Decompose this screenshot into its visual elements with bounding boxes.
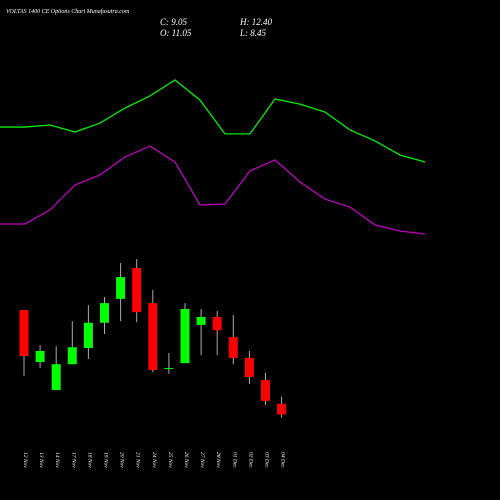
x-tick-label: 13 Nov	[38, 452, 44, 468]
candle-body	[228, 337, 238, 358]
candle-body	[277, 403, 287, 415]
x-tick-label: 24 Nov	[151, 452, 158, 468]
x-tick-label: 12 Nov	[22, 452, 28, 468]
info-label: L: 8.45	[239, 28, 267, 38]
candle-body	[100, 303, 109, 323]
indicator-line	[0, 79, 426, 163]
info-label: H: 12.40	[239, 17, 272, 27]
x-tick-label: 21 Nov	[135, 452, 141, 468]
candle-body	[180, 308, 190, 364]
x-tick-label: 19 Nov	[103, 452, 109, 468]
candle-body	[35, 350, 45, 363]
x-tick-label: 28 Nov	[215, 452, 221, 468]
x-tick-label: 03 Dec	[264, 452, 270, 468]
indicator-line	[0, 145, 426, 235]
x-tick-label: 26 Nov	[183, 452, 189, 468]
candle-body	[212, 316, 222, 331]
x-tick-label: 17 Nov	[70, 452, 76, 468]
candle-body	[164, 367, 174, 369]
x-tick-label: 04 Dec	[280, 452, 287, 468]
info-label: C: 9.05	[160, 17, 188, 27]
x-tick-label: 01 Dec	[231, 452, 237, 468]
candle-body	[67, 347, 77, 365]
candle-body	[83, 322, 93, 349]
candle-body	[196, 316, 206, 325]
info-label: O: 11.05	[160, 28, 192, 38]
x-tick-label: 27 Nov	[199, 452, 205, 468]
candle-body	[132, 268, 142, 313]
candle-body	[51, 364, 61, 390]
chart-title: VOLTAS 1400 CE Options Chart Munafasutra…	[6, 8, 130, 15]
x-tick-label: 18 Nov	[86, 452, 92, 468]
candle-body	[148, 303, 158, 371]
x-tick-label: 25 Nov	[167, 452, 173, 468]
candle-body	[244, 357, 254, 377]
x-tick-label: 20 Nov	[119, 452, 125, 468]
candle-body	[261, 380, 270, 401]
candle-body	[19, 310, 29, 356]
candle-body	[116, 277, 126, 299]
x-tick-label: 14 Nov	[54, 452, 61, 468]
x-tick-label: 02 Dec	[247, 452, 253, 468]
